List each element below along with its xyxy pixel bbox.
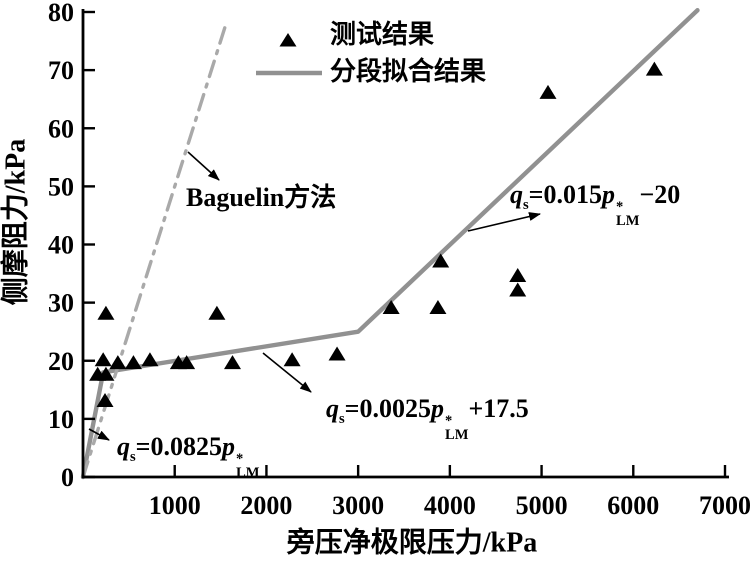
- eq-p-sub: LM: [236, 464, 260, 481]
- y-tick-label: 0: [61, 463, 74, 492]
- mid-segment-annotation-arrow: [262, 352, 312, 393]
- eq-p: p: [602, 180, 615, 209]
- eq-p-sup: *: [616, 199, 624, 215]
- data-point-triangle: [97, 366, 115, 381]
- y-tick-label: 50: [48, 172, 74, 201]
- data-point-triangle: [178, 355, 196, 370]
- data-point-triangle: [382, 299, 400, 314]
- eq-coef: =0.0825: [135, 432, 222, 461]
- equation-mid-segment: qs=0.0025p * LM +17.5: [326, 394, 529, 443]
- plot-series: [80, 8, 700, 480]
- y-axis-title: 侧摩阻力/kPa: [0, 138, 32, 306]
- eq-p-sub: LM: [445, 426, 469, 443]
- annotation-arrows: [88, 151, 541, 441]
- eq-q-sub: s: [523, 197, 529, 214]
- data-point-triangle: [432, 253, 450, 268]
- y-tick-label: 10: [48, 405, 74, 434]
- data-point-triangle: [283, 352, 301, 367]
- legend-triangle-marker: [279, 33, 297, 47]
- eq-q: q: [510, 180, 523, 209]
- piecewise-fit-line: [80, 8, 700, 480]
- y-tick-label: 60: [48, 114, 74, 143]
- data-point-triangle: [328, 346, 346, 361]
- legend: [256, 33, 322, 76]
- x-tick-label: 7000: [699, 491, 751, 520]
- eq-coef: =0.0025: [344, 394, 431, 423]
- data-point-triangle: [109, 355, 127, 370]
- x-axis-title: 旁压净极限压力/kPa: [286, 527, 538, 559]
- equation-low-segment: qs=0.0825p * LM: [117, 432, 260, 481]
- data-point-triangle: [97, 305, 115, 320]
- x-tick-label: 1000: [149, 491, 201, 520]
- baguelin-line: [81, 19, 229, 479]
- y-tick-label: 80: [48, 0, 74, 27]
- eq-coef: =0.015: [528, 180, 602, 209]
- eq-tail: −20: [639, 180, 681, 209]
- eq-q: q: [326, 394, 339, 423]
- legend-label-test-results: 测试结果: [330, 20, 435, 49]
- data-point-triangle: [141, 352, 159, 367]
- eq-q: q: [117, 432, 130, 461]
- y-tick-label: 30: [48, 289, 74, 318]
- eq-p: p: [222, 432, 235, 461]
- eq-p-sub: LM: [616, 212, 640, 229]
- data-point-triangle: [645, 61, 663, 76]
- x-tick-label: 4000: [424, 491, 476, 520]
- data-point-triangle: [429, 299, 447, 314]
- data-point-triangle: [509, 282, 527, 297]
- eq-tail: +17.5: [468, 394, 529, 423]
- legend-label-fit-results: 分段拟合结果: [330, 57, 487, 86]
- eq-q-sub: s: [339, 411, 345, 428]
- y-tick-label: 40: [48, 231, 74, 260]
- y-tick-label: 20: [48, 347, 74, 376]
- axes: 0 10 20 30 40 50 60 70 80 1000 2000 3000 4000 5000 600…: [48, 0, 751, 520]
- eq-p: p: [431, 394, 444, 423]
- baguelin-method-label: Baguelin方法: [186, 183, 337, 212]
- data-point-triangle: [539, 84, 557, 99]
- data-point-triangle: [94, 352, 112, 367]
- x-tick-label: 6000: [607, 491, 659, 520]
- data-point-triangle: [223, 355, 241, 370]
- high-segment-annotation-arrow: [467, 212, 541, 232]
- eq-p-sup: *: [236, 451, 244, 467]
- baguelin-annotation-arrow: [187, 151, 220, 181]
- equation-high-segment: qs=0.015p * LM −20: [510, 180, 681, 229]
- x-tick-label: 5000: [516, 491, 568, 520]
- y-tick-label: 70: [48, 56, 74, 85]
- x-tick-label: 3000: [332, 491, 384, 520]
- data-point-triangle: [509, 267, 527, 282]
- data-point-triangle: [124, 355, 142, 370]
- low-segment-annotation-arrow: [88, 428, 110, 441]
- eq-q-sub: s: [130, 449, 136, 466]
- eq-p-sup: *: [445, 413, 453, 429]
- x-tick-label: 2000: [240, 491, 292, 520]
- data-point-triangle: [208, 305, 226, 320]
- data-point-triangle: [96, 392, 114, 407]
